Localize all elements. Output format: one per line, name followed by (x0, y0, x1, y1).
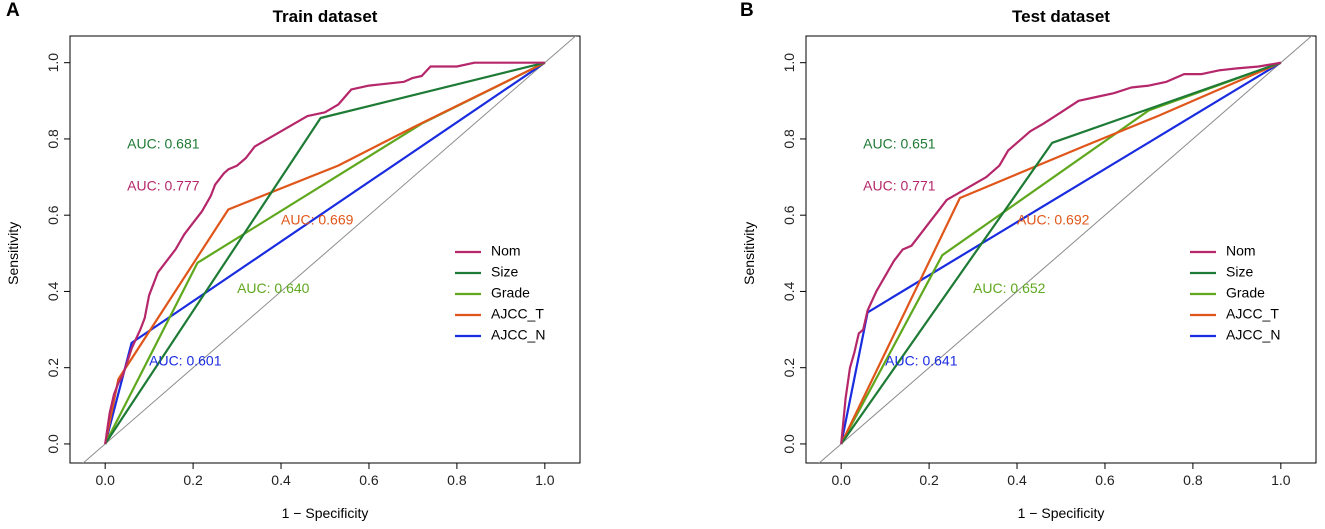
plot-area (82, 36, 577, 463)
x-tick-label: 0.8 (447, 472, 467, 488)
y-tick-label: 0.2 (781, 358, 797, 378)
legend-label-ajcc-n: AJCC_N (491, 327, 545, 343)
y-axis-label: Sensitivity (5, 222, 21, 285)
legend-label-grade: Grade (491, 285, 530, 301)
x-axis-label: 1 − Specificity (1018, 505, 1105, 521)
y-tick-label: 1.0 (45, 53, 61, 73)
legend-label-nom: Nom (491, 243, 521, 259)
auc-label-ajcc-n: AUC: 0.641 (885, 353, 958, 369)
roc-curve-nom (840, 61, 1281, 445)
y-tick-label: 0.8 (45, 129, 61, 149)
legend-label-size: Size (491, 264, 518, 280)
auc-label-grade: AUC: 0.652 (973, 280, 1046, 296)
panel-letter-a: A (6, 0, 20, 21)
auc-label-nom: AUC: 0.771 (863, 177, 936, 193)
legend-label-ajcc-t: AJCC_T (1226, 306, 1279, 322)
roc-curve-size (104, 61, 546, 445)
x-tick-label: 1.0 (1271, 472, 1291, 488)
chart-title-train: Train dataset (273, 7, 378, 26)
x-tick-label: 0.6 (359, 472, 379, 488)
legend-label-ajcc-n: AJCC_N (1226, 327, 1280, 343)
plot-frame (805, 35, 1317, 464)
panel-letter-b: B (740, 0, 754, 21)
y-tick-label: 0.0 (45, 434, 61, 454)
x-tick-label: 0.2 (919, 472, 939, 488)
x-tick-label: 0.4 (271, 472, 291, 488)
plot-frame (69, 35, 581, 464)
plot-area (818, 36, 1313, 463)
x-tick-label: 0.6 (1095, 472, 1115, 488)
auc-label-ajcc-n: AUC: 0.601 (149, 353, 222, 369)
legend-label-nom: Nom (1226, 243, 1256, 259)
diagonal-reference-line (82, 36, 577, 463)
roc-curve-ajcc-n (104, 61, 546, 445)
auc-label-size: AUC: 0.651 (863, 135, 936, 151)
roc-curve-size (840, 61, 1282, 445)
y-tick-label: 0.4 (45, 281, 61, 301)
auc-label-grade: AUC: 0.640 (237, 280, 310, 296)
auc-label-nom: AUC: 0.777 (127, 177, 200, 193)
auc-label-size: AUC: 0.681 (127, 135, 200, 151)
y-tick-label: 0.6 (45, 205, 61, 225)
y-tick-label: 1.0 (781, 53, 797, 73)
panel-a-train: A Train dataset 0.0 0.2 0.4 0.6 0.8 1.0 0.0 0.2… (5, 0, 581, 521)
x-axis-label: 1 − Specificity (282, 505, 369, 521)
x-tick-label: 0.0 (95, 472, 115, 488)
x-tick-label: 0.0 (831, 472, 851, 488)
y-tick-label: 0.6 (781, 205, 797, 225)
auc-label-ajcc-t: AUC: 0.669 (281, 212, 354, 228)
roc-curve-nom (104, 61, 545, 445)
panel-b-test: B Test dataset 0.0 0.2 0.4 0.6 0.8 1.0 0.0 0.2 0… (740, 0, 1317, 521)
x-tick-label: 0.8 (1183, 472, 1203, 488)
y-tick-label: 0.8 (781, 129, 797, 149)
chart-title-test: Test dataset (1012, 7, 1110, 26)
diagonal-reference-line (818, 36, 1313, 463)
legend-label-grade: Grade (1226, 285, 1265, 301)
y-tick-label: 0.4 (781, 281, 797, 301)
x-tick-label: 0.4 (1007, 472, 1027, 488)
y-tick-label: 0.2 (45, 358, 61, 378)
y-tick-label: 0.0 (781, 434, 797, 454)
x-tick-label: 1.0 (535, 472, 555, 488)
legend-label-size: Size (1226, 264, 1253, 280)
x-tick-label: 0.2 (183, 472, 203, 488)
legend-label-ajcc-t: AJCC_T (491, 306, 544, 322)
auc-label-ajcc-t: AUC: 0.692 (1017, 212, 1090, 228)
roc-curve-ajcc-t (840, 61, 1282, 445)
y-axis-label: Sensitivity (741, 222, 757, 285)
